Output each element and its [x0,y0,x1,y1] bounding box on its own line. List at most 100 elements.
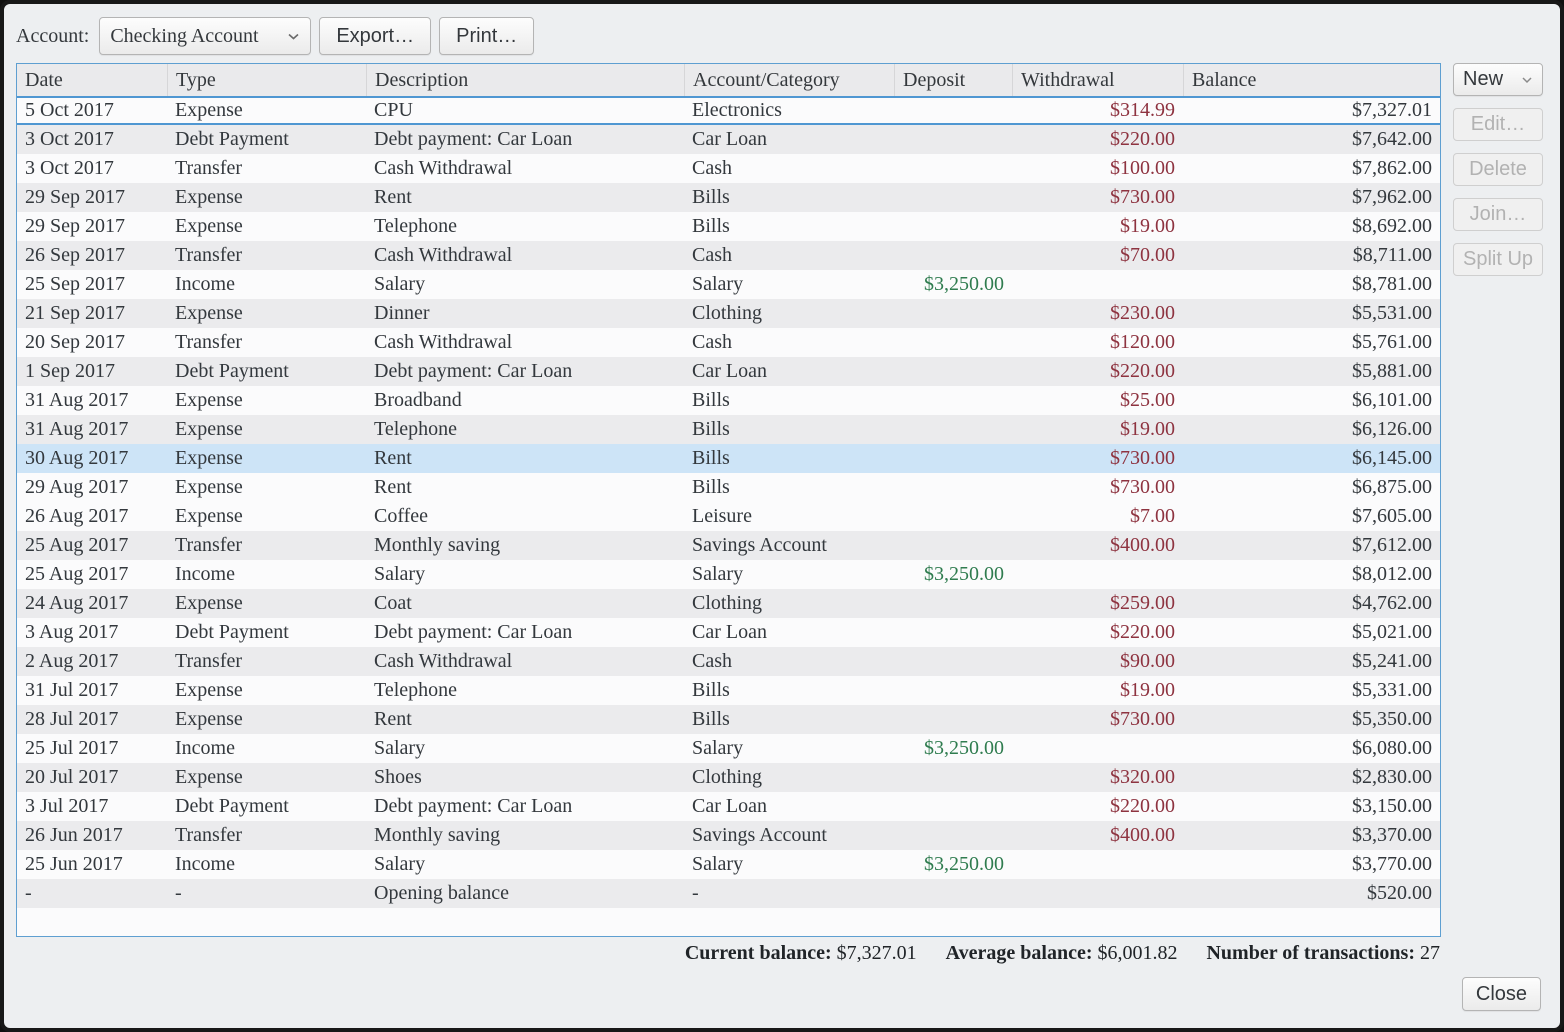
cell-withdrawal[interactable]: $730.00 [1012,444,1183,473]
transaction-row[interactable]: 3 Jul 2017 Debt Payment Debt payment: Ca… [17,792,1440,821]
cell-category[interactable]: Salary [684,560,894,589]
cell-balance[interactable]: $5,241.00 [1183,647,1440,676]
cell-type[interactable]: Expense [167,444,366,473]
cell-description[interactable]: Cash Withdrawal [366,241,684,270]
cell-category[interactable]: Car Loan [684,618,894,647]
cell-type[interactable]: Expense [167,705,366,734]
transaction-row[interactable]: 25 Aug 2017 Transfer Monthly saving Savi… [17,531,1440,560]
cell-type[interactable]: Income [167,270,366,299]
cell-type[interactable]: Expense [167,183,366,212]
transaction-row[interactable]: 20 Jul 2017 Expense Shoes Clothing $320.… [17,763,1440,792]
cell-category[interactable]: Car Loan [684,792,894,821]
cell-withdrawal[interactable] [1012,560,1183,589]
cell-date[interactable]: 3 Oct 2017 [17,125,167,154]
cell-description[interactable]: Dinner [366,299,684,328]
cell-balance[interactable]: $6,126.00 [1183,415,1440,444]
cell-date[interactable]: 30 Aug 2017 [17,444,167,473]
cell-balance[interactable]: $5,881.00 [1183,357,1440,386]
cell-date[interactable]: 26 Jun 2017 [17,821,167,850]
cell-withdrawal[interactable]: $314.99 [1012,96,1183,125]
new-button[interactable]: New [1453,63,1543,96]
transaction-row[interactable]: 31 Aug 2017 Expense Broadband Bills $25.… [17,386,1440,415]
cell-deposit[interactable] [894,212,1012,241]
export-button[interactable]: Export… [319,17,432,55]
print-button[interactable]: Print… [439,17,535,55]
cell-withdrawal[interactable]: $220.00 [1012,792,1183,821]
cell-category[interactable]: Savings Account [684,531,894,560]
transaction-row[interactable]: 28 Jul 2017 Expense Rent Bills $730.00 $… [17,705,1440,734]
transaction-row[interactable]: 20 Sep 2017 Transfer Cash Withdrawal Cas… [17,328,1440,357]
cell-category[interactable]: Bills [684,473,894,502]
cell-balance[interactable]: $8,781.00 [1183,270,1440,299]
cell-deposit[interactable] [894,183,1012,212]
cell-category[interactable]: Cash [684,154,894,183]
cell-category[interactable]: Clothing [684,589,894,618]
cell-description[interactable]: Debt payment: Car Loan [366,618,684,647]
cell-date[interactable]: 29 Sep 2017 [17,212,167,241]
cell-withdrawal[interactable]: $7.00 [1012,502,1183,531]
cell-withdrawal[interactable] [1012,879,1183,908]
transaction-row[interactable]: 31 Jul 2017 Expense Telephone Bills $19.… [17,676,1440,705]
cell-withdrawal[interactable]: $400.00 [1012,821,1183,850]
cell-balance[interactable]: $3,150.00 [1183,792,1440,821]
cell-date[interactable]: 26 Aug 2017 [17,502,167,531]
cell-deposit[interactable] [894,444,1012,473]
cell-date[interactable]: - [17,879,167,908]
cell-withdrawal[interactable]: $19.00 [1012,415,1183,444]
cell-deposit[interactable] [894,502,1012,531]
cell-date[interactable]: 20 Jul 2017 [17,763,167,792]
transaction-row[interactable]: 29 Aug 2017 Expense Rent Bills $730.00 $… [17,473,1440,502]
cell-date[interactable]: 28 Jul 2017 [17,705,167,734]
cell-category[interactable]: Bills [684,415,894,444]
cell-withdrawal[interactable] [1012,734,1183,763]
cell-balance[interactable]: $8,012.00 [1183,560,1440,589]
cell-date[interactable]: 31 Jul 2017 [17,676,167,705]
transaction-row[interactable]: 29 Sep 2017 Expense Rent Bills $730.00 $… [17,183,1440,212]
cell-category[interactable]: Cash [684,241,894,270]
cell-description[interactable]: Rent [366,444,684,473]
cell-withdrawal[interactable] [1012,850,1183,879]
cell-deposit[interactable] [894,415,1012,444]
cell-deposit[interactable] [894,299,1012,328]
cell-description[interactable]: Telephone [366,415,684,444]
cell-category[interactable]: Cash [684,328,894,357]
cell-deposit[interactable] [894,357,1012,386]
transaction-row[interactable]: 26 Aug 2017 Expense Coffee Leisure $7.00… [17,502,1440,531]
transaction-row[interactable]: 26 Jun 2017 Transfer Monthly saving Savi… [17,821,1440,850]
transaction-row[interactable]: 2 Aug 2017 Transfer Cash Withdrawal Cash… [17,647,1440,676]
cell-type[interactable]: Debt Payment [167,125,366,154]
cell-date[interactable]: 25 Aug 2017 [17,560,167,589]
transaction-row[interactable]: 3 Oct 2017 Debt Payment Debt payment: Ca… [17,125,1440,154]
cell-type[interactable]: Expense [167,589,366,618]
cell-description[interactable]: Rent [366,183,684,212]
cell-withdrawal[interactable] [1012,270,1183,299]
cell-category[interactable]: Cash [684,647,894,676]
cell-balance[interactable]: $520.00 [1183,879,1440,908]
transaction-row[interactable]: 29 Sep 2017 Expense Telephone Bills $19.… [17,212,1440,241]
cell-date[interactable]: 25 Aug 2017 [17,531,167,560]
cell-type[interactable]: Expense [167,473,366,502]
cell-type[interactable]: Expense [167,96,366,125]
cell-balance[interactable]: $8,692.00 [1183,212,1440,241]
cell-date[interactable]: 3 Oct 2017 [17,154,167,183]
transaction-row[interactable]: 3 Aug 2017 Debt Payment Debt payment: Ca… [17,618,1440,647]
cell-type[interactable]: Transfer [167,821,366,850]
cell-deposit[interactable] [894,241,1012,270]
split-up-button[interactable]: Split Up [1453,243,1543,276]
cell-type[interactable]: Transfer [167,241,366,270]
cell-deposit[interactable] [894,473,1012,502]
cell-type[interactable]: Debt Payment [167,618,366,647]
cell-category[interactable]: Bills [684,386,894,415]
cell-withdrawal[interactable]: $730.00 [1012,473,1183,502]
transaction-row[interactable]: 3 Oct 2017 Transfer Cash Withdrawal Cash… [17,154,1440,183]
cell-type[interactable]: Income [167,850,366,879]
cell-date[interactable]: 29 Sep 2017 [17,183,167,212]
cell-description[interactable]: Cash Withdrawal [366,154,684,183]
cell-category[interactable]: - [684,879,894,908]
cell-category[interactable]: Bills [684,705,894,734]
cell-deposit[interactable] [894,96,1012,125]
cell-date[interactable]: 25 Jun 2017 [17,850,167,879]
cell-withdrawal[interactable]: $220.00 [1012,125,1183,154]
cell-balance[interactable]: $4,762.00 [1183,589,1440,618]
transaction-row[interactable]: 24 Aug 2017 Expense Coat Clothing $259.0… [17,589,1440,618]
